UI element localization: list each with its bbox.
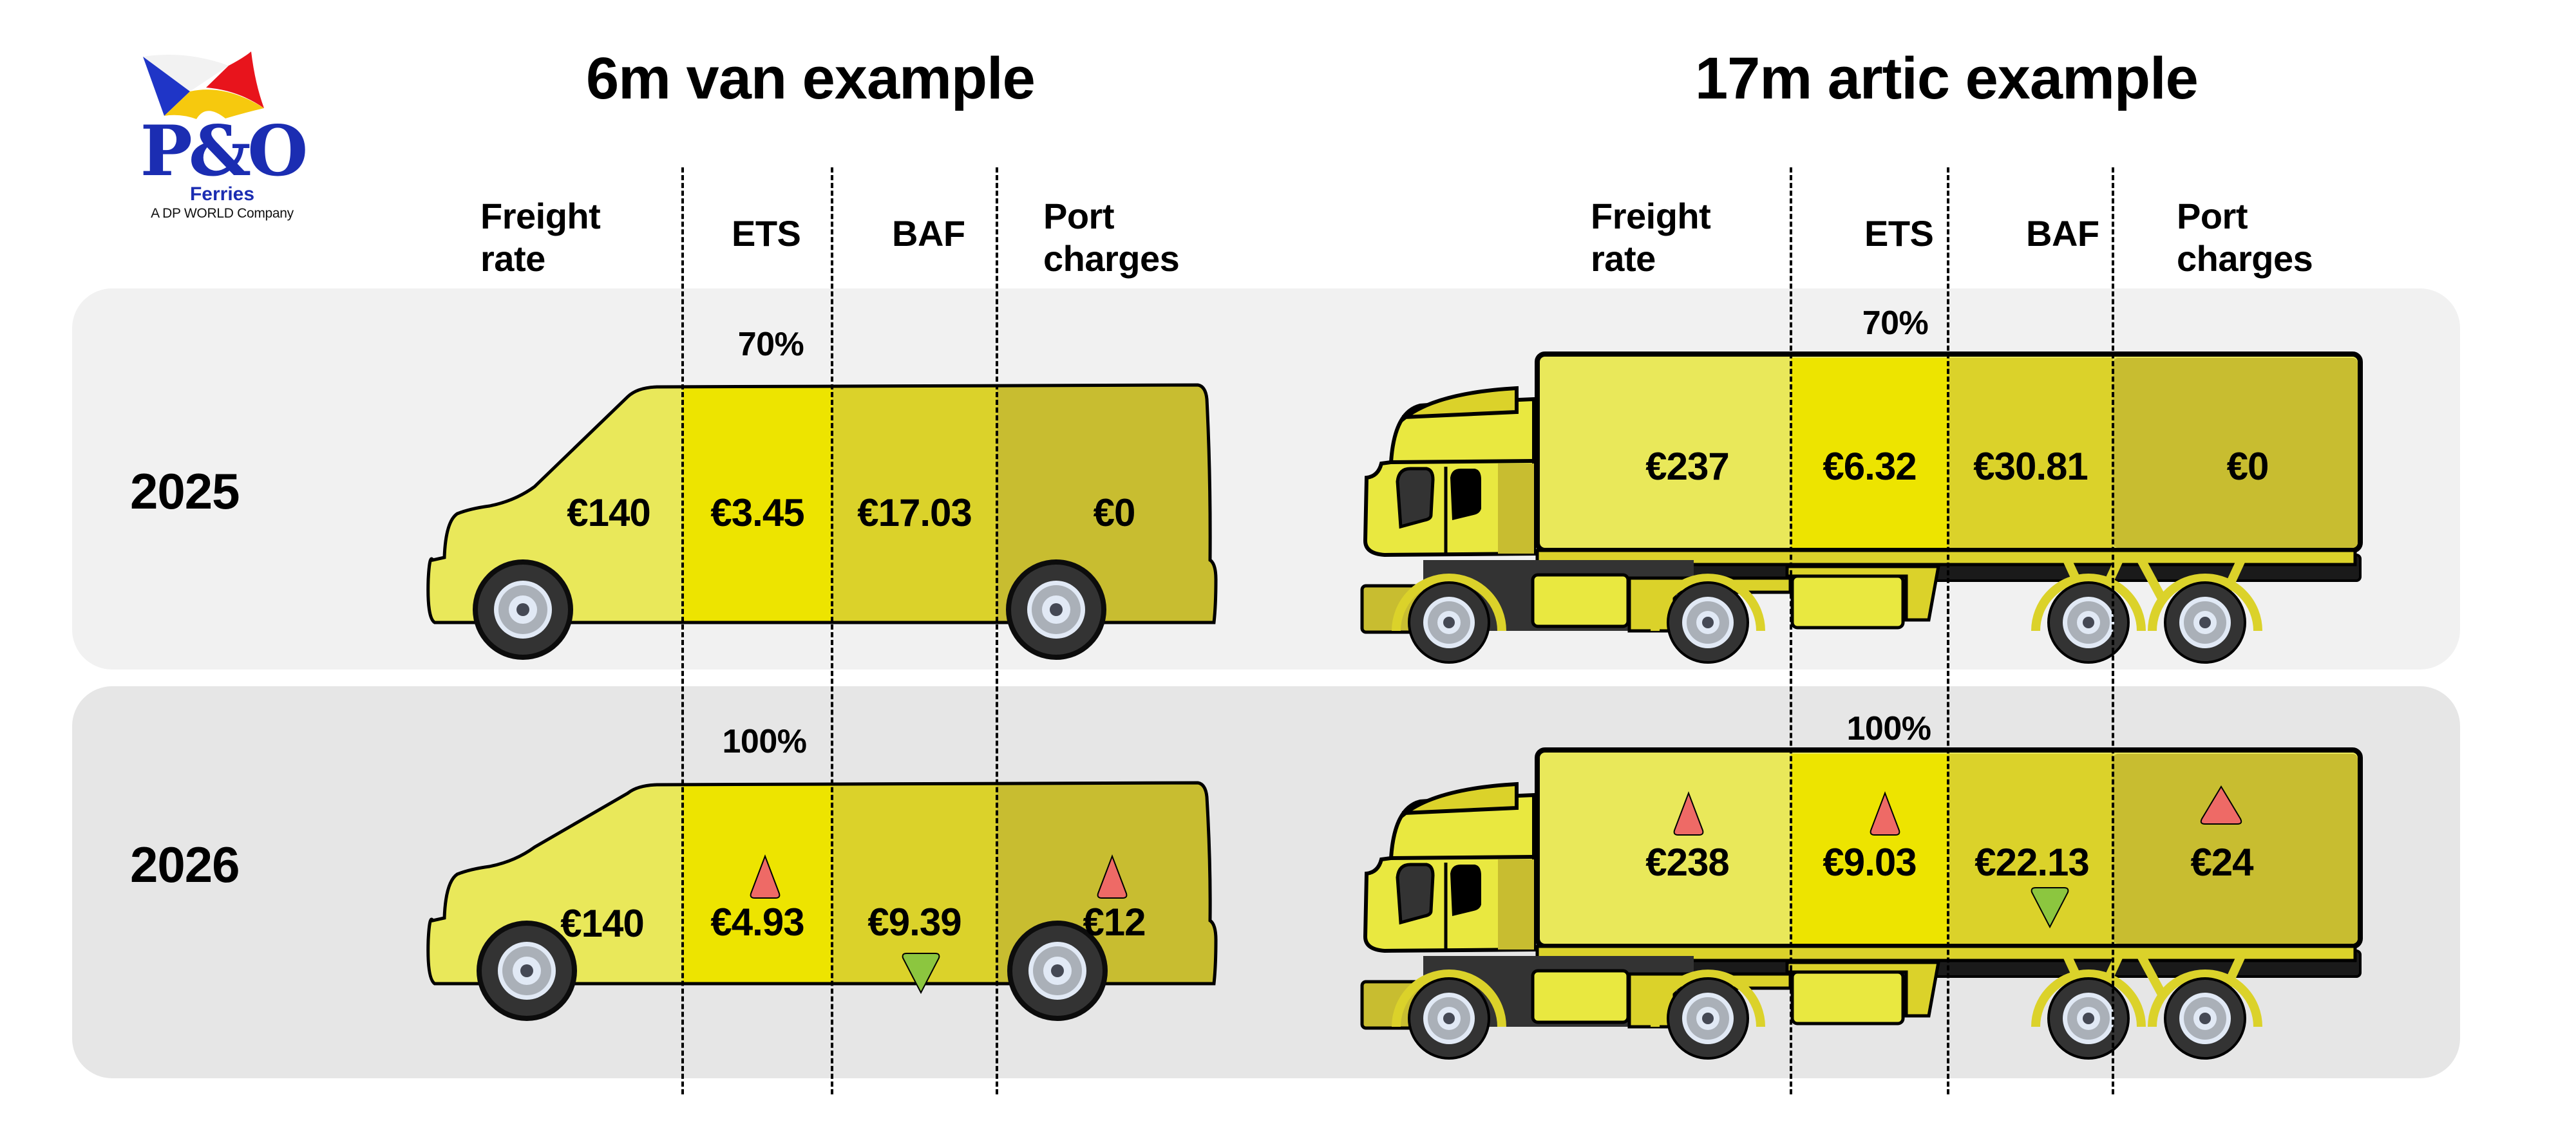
- artic-header-freight-rate: Freight rate: [1591, 196, 1711, 279]
- van-header-baf: BAF: [892, 213, 965, 254]
- logo-subtitle: Ferries: [189, 183, 255, 205]
- van-header-port-charges: Port charges: [1043, 196, 1180, 279]
- po-ferries-logo: P&O Ferries A DP WORLD Company: [129, 52, 316, 232]
- artic-2026-ets-percent: 100%: [1846, 710, 1932, 747]
- van-2026-ets-percent: 100%: [722, 723, 808, 760]
- artic-section-title: 17m artic example: [1695, 46, 2199, 111]
- artic-2026-port-value: €24: [2190, 841, 2253, 884]
- flag-icon: [143, 52, 264, 119]
- van-divider-port: [996, 167, 998, 1094]
- artic-2025-baf-value: €30.81: [1973, 445, 2088, 488]
- artic-2025-ets-value: €6.32: [1823, 445, 1917, 488]
- van-2025-baf-value: €17.03: [857, 491, 972, 534]
- van-header-ets: ETS: [732, 213, 801, 254]
- artic-header-port-charges: Port charges: [2177, 196, 2313, 279]
- artic-2026-ets-value: €9.03: [1823, 841, 1917, 884]
- van-2025-freight-value: €140: [567, 491, 650, 534]
- van-2025-port-value: €0: [1093, 491, 1136, 534]
- van-header-freight-rate: Freight rate: [480, 196, 601, 279]
- year-label-2026: 2026: [130, 836, 240, 893]
- van-2026-port-value: €12: [1083, 901, 1146, 944]
- van-2026-ets-value: €4.93: [710, 901, 804, 944]
- artic-2025-port-value: €0: [2226, 445, 2269, 488]
- artic-2025-freight-value: €237: [1645, 445, 1729, 488]
- van-2025-ets-value: €3.45: [710, 491, 804, 534]
- logo-wordmark: P&O: [140, 111, 308, 192]
- van-2026-baf-value: €9.39: [867, 901, 961, 944]
- artic-header-baf: BAF: [2026, 213, 2099, 254]
- artic-2025-ets-percent: 70%: [1862, 304, 1929, 342]
- van-2026-freight-value: €140: [560, 902, 644, 945]
- artic-2026-baf-value: €22.13: [1975, 841, 2090, 884]
- van-divider-baf: [831, 167, 833, 1094]
- artic-divider-ets: [1790, 167, 1792, 1094]
- artic-2026-freight-value: €238: [1645, 841, 1729, 884]
- logo-tagline: A DP WORLD Company: [151, 206, 294, 221]
- artic-divider-baf: [1947, 167, 1949, 1094]
- van-divider-ets: [681, 167, 684, 1094]
- van-section-title: 6m van example: [586, 46, 1036, 111]
- year-label-2025: 2025: [130, 463, 240, 520]
- artic-divider-port: [2112, 167, 2114, 1094]
- van-2025-ets-percent: 70%: [737, 326, 804, 363]
- artic-header-ets: ETS: [1864, 213, 1934, 254]
